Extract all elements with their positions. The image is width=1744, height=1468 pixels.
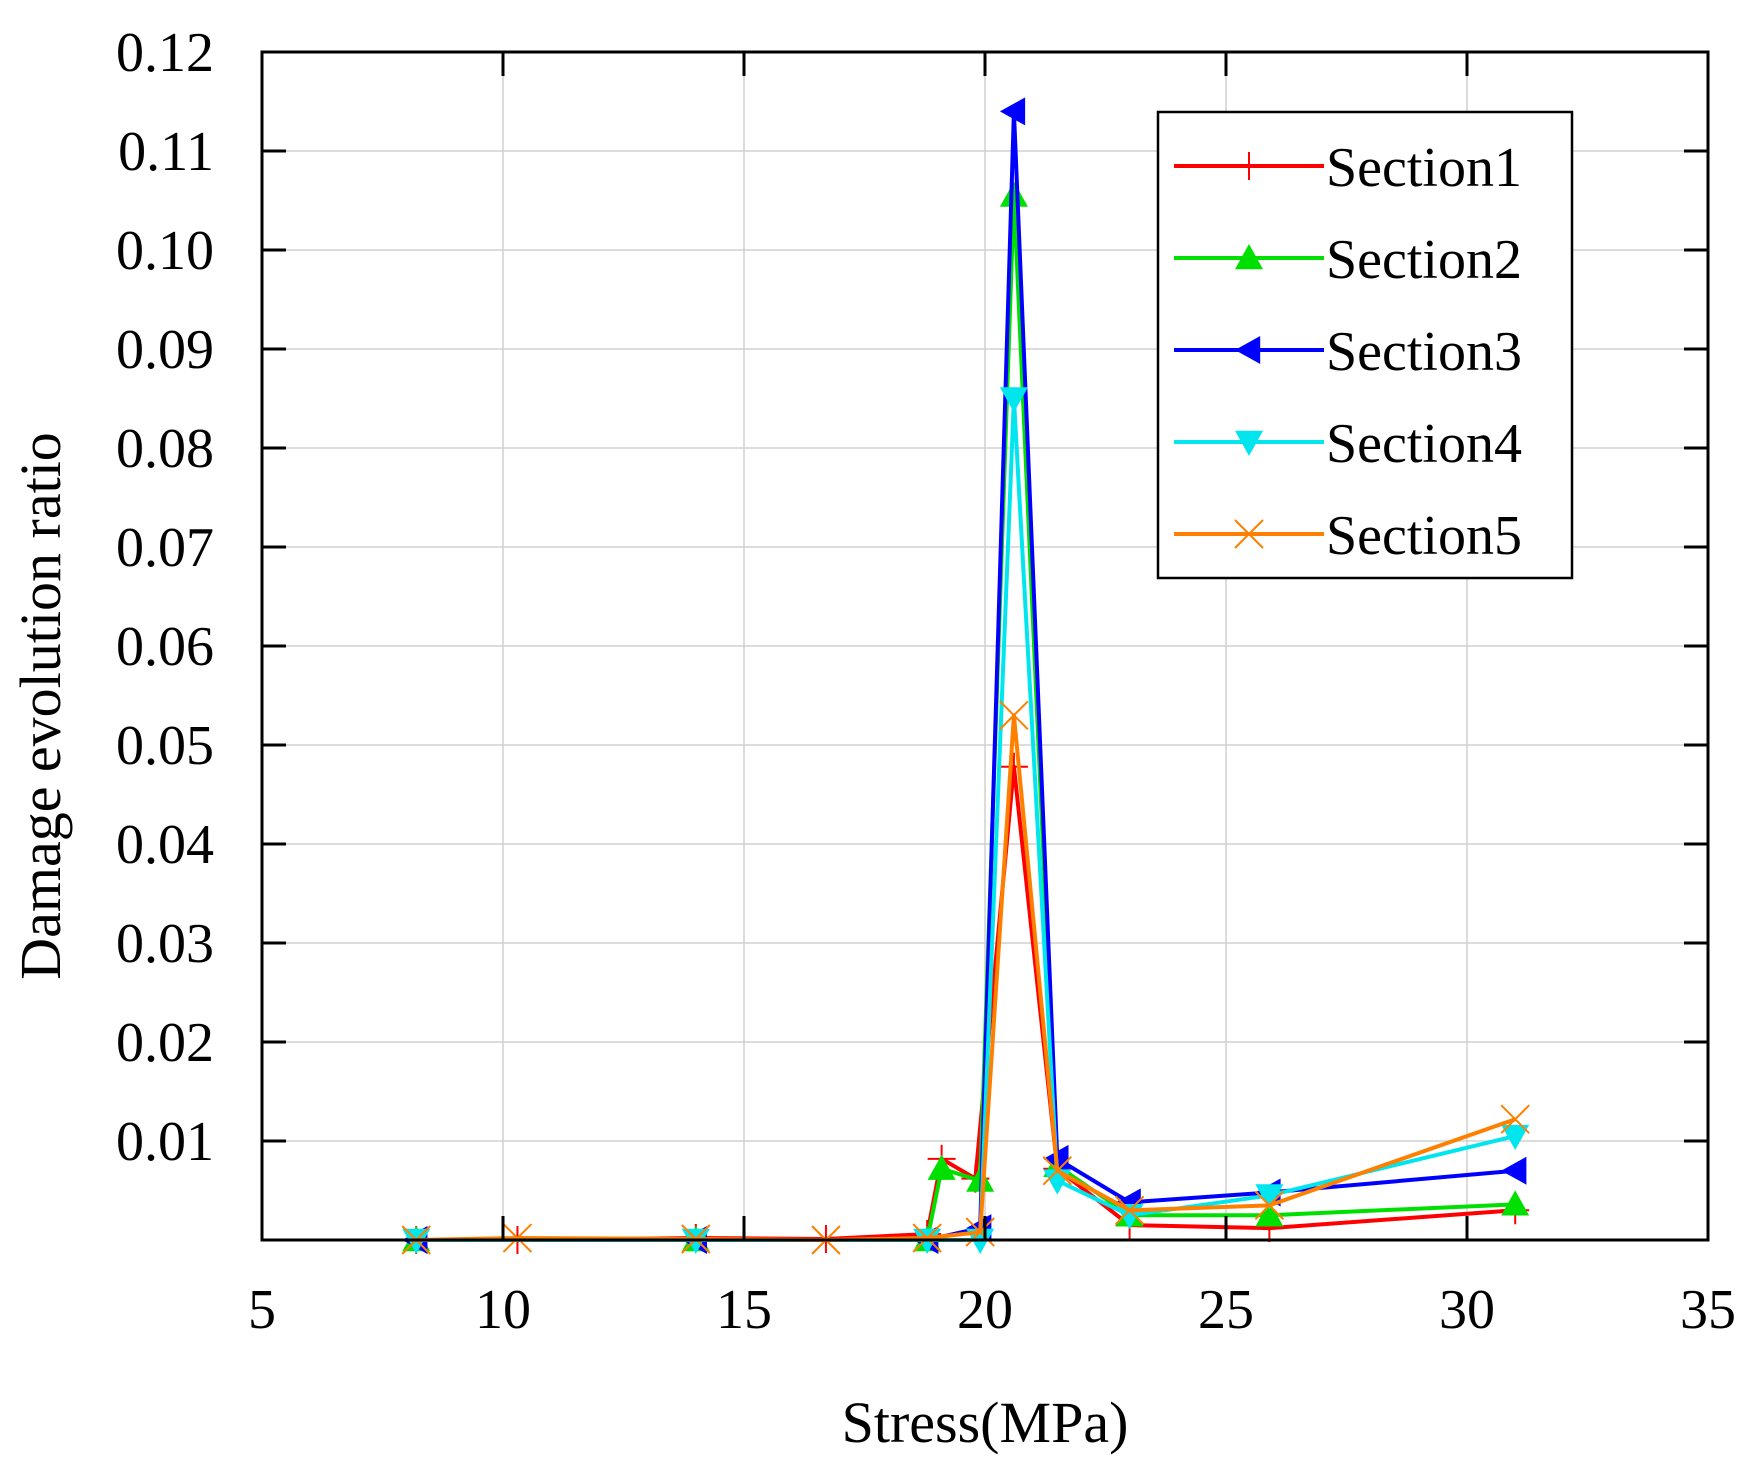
data-point: [1255, 1201, 1284, 1227]
data-point: [1254, 1190, 1285, 1221]
legend-label: Section4: [1326, 413, 1522, 475]
legend-item: Section4: [1174, 413, 1522, 475]
y-tick-label: 0.08: [116, 418, 214, 480]
x-tick-label: 10: [475, 1279, 531, 1341]
data-point: [999, 700, 1029, 731]
legend-item: Section2: [1174, 229, 1522, 291]
x-axis-title: Stress(MPa): [842, 1390, 1129, 1455]
data-point: [1235, 152, 1263, 180]
legend-label: Section2: [1326, 229, 1522, 291]
data-point: [1500, 1104, 1530, 1134]
data-point: [999, 752, 1028, 781]
data-point: [1235, 430, 1263, 456]
legend-label: Section5: [1326, 505, 1522, 567]
y-axis-title: Damage evolution ratio: [8, 432, 73, 980]
legend-label: Section1: [1326, 137, 1522, 199]
legend-item: Section1: [1174, 137, 1522, 199]
y-tick-label: 0.06: [116, 616, 214, 678]
data-point: [1042, 1155, 1073, 1186]
legend-item: Section3: [1174, 321, 1522, 383]
data-point: [999, 181, 1028, 207]
data-point: [927, 1154, 956, 1180]
x-tick-label: 5: [248, 1279, 276, 1341]
legend-item: Section5: [1174, 505, 1522, 567]
x-tick-label: 30: [1439, 1279, 1495, 1341]
axis-ticks: 5 10 15 20 25 30 35 0.01 0.02 0.03 0.04 0.05 0.06 0.0…: [116, 22, 1736, 1341]
x-tick-label: 25: [1198, 1279, 1254, 1341]
x-tick-label: 20: [957, 1279, 1013, 1341]
y-tick-label: 0.05: [116, 715, 214, 777]
data-point: [1255, 1184, 1284, 1210]
legend: Section1 Section2 Section3 Section4 Section5: [1156, 110, 1574, 580]
data-point: [1235, 244, 1263, 270]
y-tick-label: 0.10: [116, 220, 214, 282]
x-tick-label: 35: [1680, 1279, 1736, 1341]
data-point: [502, 1223, 533, 1253]
grid: [262, 52, 1708, 1240]
data-point: [1501, 1124, 1530, 1151]
data-point: [1501, 1156, 1527, 1185]
legend-label: Section3: [1326, 321, 1522, 383]
data-point: [999, 97, 1026, 126]
legend-box: [1156, 110, 1574, 580]
y-tick-label: 0.07: [116, 517, 214, 579]
y-tick-label: 0.02: [116, 1012, 214, 1074]
x-tick-label: 15: [716, 1279, 772, 1341]
data-point: [1114, 1195, 1145, 1226]
y-tick-label: 0.01: [116, 1111, 214, 1173]
y-tick-label: 0.03: [116, 913, 214, 975]
data-point: [999, 387, 1028, 413]
y-tick-label: 0.11: [118, 121, 214, 183]
data-point: [1234, 519, 1264, 549]
data-point: [1235, 336, 1261, 364]
data-point: [912, 1223, 942, 1253]
y-tick-label: 0.12: [116, 22, 214, 84]
y-tick-label: 0.09: [116, 319, 214, 381]
data-point: [1501, 1190, 1530, 1216]
y-tick-label: 0.04: [116, 814, 214, 876]
